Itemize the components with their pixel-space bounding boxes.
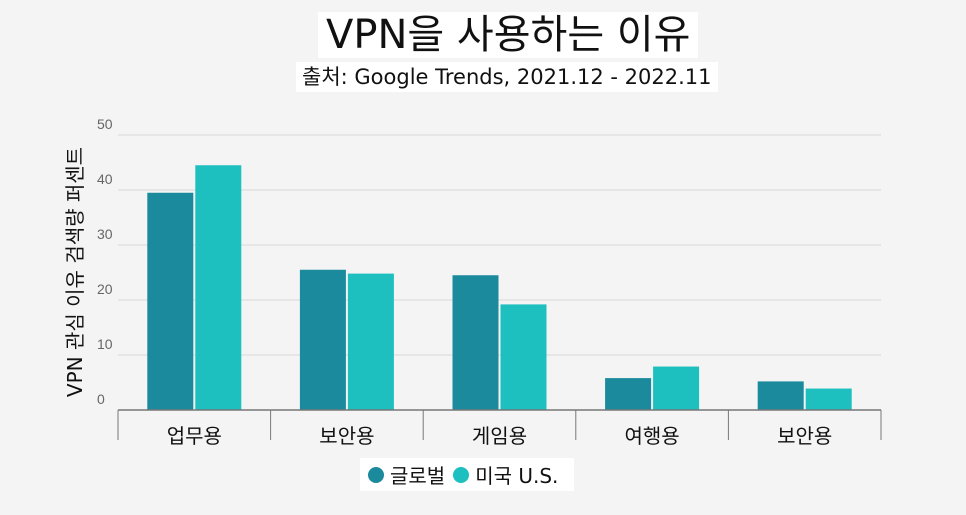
legend-item-global: 글로벌 <box>368 460 445 489</box>
y-tick-label: 40 <box>97 171 113 187</box>
legend-item-us: 미국 U.S. <box>453 460 558 489</box>
bar-us <box>805 388 852 410</box>
legend-label-us: 미국 U.S. <box>475 464 559 488</box>
bar-global <box>452 275 499 410</box>
legend: 글로벌 미국 U.S. <box>360 458 575 491</box>
x-tick-label: 보안용 <box>319 424 374 448</box>
bar-us <box>653 366 700 410</box>
legend-label-global: 글로벌 <box>390 464 446 488</box>
y-tick-label: 0 <box>97 391 105 407</box>
y-tick-label: 50 <box>97 116 113 132</box>
chart-subtitle: 출처: Google Trends, 2021.12 - 2022.11 <box>296 62 718 92</box>
bar-global <box>299 269 346 410</box>
y-axis-title: VPN 관심 이유 검색량 퍼센트 <box>63 147 87 397</box>
x-tick-label: 게임용 <box>472 424 527 448</box>
x-tick-label: 보안용 <box>777 424 832 448</box>
bar-global <box>147 192 194 410</box>
bar-global <box>757 381 804 410</box>
x-tick-label: 여행용 <box>624 424 679 448</box>
legend-swatch-global <box>368 466 384 483</box>
y-tick-label: 20 <box>97 281 113 297</box>
bar-us <box>500 304 547 410</box>
bar-global <box>605 378 652 410</box>
bar-us <box>347 273 394 410</box>
chart-title: VPN을 사용하는 이유 <box>318 12 699 58</box>
y-tick-label: 10 <box>97 336 113 352</box>
legend-swatch-us <box>453 466 470 483</box>
bar-us <box>195 165 242 410</box>
y-tick-label: 30 <box>97 226 113 242</box>
x-tick-label: 업무용 <box>167 424 222 448</box>
